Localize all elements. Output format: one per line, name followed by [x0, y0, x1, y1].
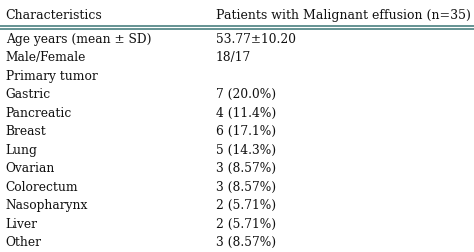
Text: 2 (5.71%): 2 (5.71%): [216, 198, 276, 211]
Text: Lung: Lung: [6, 143, 37, 156]
Text: 2 (5.71%): 2 (5.71%): [216, 217, 276, 230]
Text: Ovarian: Ovarian: [6, 162, 55, 174]
Text: Male/Female: Male/Female: [6, 51, 86, 64]
Text: 7 (20.0%): 7 (20.0%): [216, 88, 276, 101]
Text: 53.77±10.20: 53.77±10.20: [216, 33, 296, 46]
Text: 4 (11.4%): 4 (11.4%): [216, 106, 276, 119]
Text: 3 (8.57%): 3 (8.57%): [216, 235, 276, 248]
Text: Nasopharynx: Nasopharynx: [6, 198, 88, 211]
Text: Primary tumor: Primary tumor: [6, 70, 98, 82]
Text: 5 (14.3%): 5 (14.3%): [216, 143, 276, 156]
Text: Pancreatic: Pancreatic: [6, 106, 72, 119]
Text: 3 (8.57%): 3 (8.57%): [216, 180, 276, 193]
Text: Liver: Liver: [6, 217, 38, 230]
Text: Other: Other: [6, 235, 42, 248]
Text: Colorectum: Colorectum: [6, 180, 78, 193]
Text: Patients with Malignant effusion (n=35): Patients with Malignant effusion (n=35): [216, 9, 471, 22]
Text: 18/17: 18/17: [216, 51, 251, 64]
Text: 3 (8.57%): 3 (8.57%): [216, 162, 276, 174]
Text: 6 (17.1%): 6 (17.1%): [216, 125, 276, 138]
Text: Breast: Breast: [6, 125, 46, 138]
Text: Gastric: Gastric: [6, 88, 51, 101]
Text: Characteristics: Characteristics: [6, 9, 102, 22]
Text: Age years (mean ± SD): Age years (mean ± SD): [6, 33, 151, 46]
